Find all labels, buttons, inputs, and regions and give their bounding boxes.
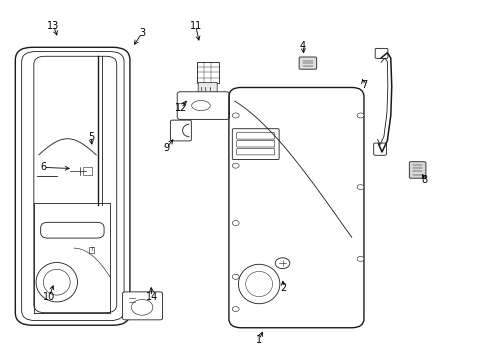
Text: 7: 7: [360, 80, 366, 90]
Circle shape: [356, 113, 363, 118]
Circle shape: [232, 307, 239, 312]
Text: 3: 3: [139, 28, 145, 38]
Text: 10: 10: [43, 292, 56, 302]
FancyBboxPatch shape: [198, 82, 217, 93]
FancyBboxPatch shape: [232, 129, 279, 159]
Circle shape: [356, 256, 363, 261]
Text: 14: 14: [145, 292, 158, 302]
FancyBboxPatch shape: [374, 48, 387, 58]
FancyBboxPatch shape: [170, 120, 191, 141]
Text: 6: 6: [41, 162, 46, 172]
FancyBboxPatch shape: [299, 57, 316, 69]
Circle shape: [356, 185, 363, 190]
Text: 1: 1: [256, 334, 262, 345]
Circle shape: [232, 113, 239, 118]
Text: 9: 9: [163, 143, 169, 153]
Circle shape: [232, 163, 239, 168]
Text: 8: 8: [421, 175, 427, 185]
FancyBboxPatch shape: [408, 162, 425, 178]
Text: 13: 13: [47, 21, 60, 31]
Circle shape: [232, 221, 239, 226]
FancyBboxPatch shape: [177, 92, 229, 120]
Text: 11: 11: [189, 21, 202, 31]
Circle shape: [232, 274, 239, 279]
FancyBboxPatch shape: [83, 167, 92, 175]
Text: 12: 12: [175, 103, 187, 113]
FancyBboxPatch shape: [196, 62, 218, 83]
Text: 2: 2: [280, 283, 286, 293]
FancyBboxPatch shape: [373, 143, 386, 155]
Text: 4: 4: [299, 41, 305, 50]
Text: T: T: [90, 247, 93, 252]
Text: 5: 5: [88, 132, 94, 142]
FancyBboxPatch shape: [122, 292, 162, 320]
